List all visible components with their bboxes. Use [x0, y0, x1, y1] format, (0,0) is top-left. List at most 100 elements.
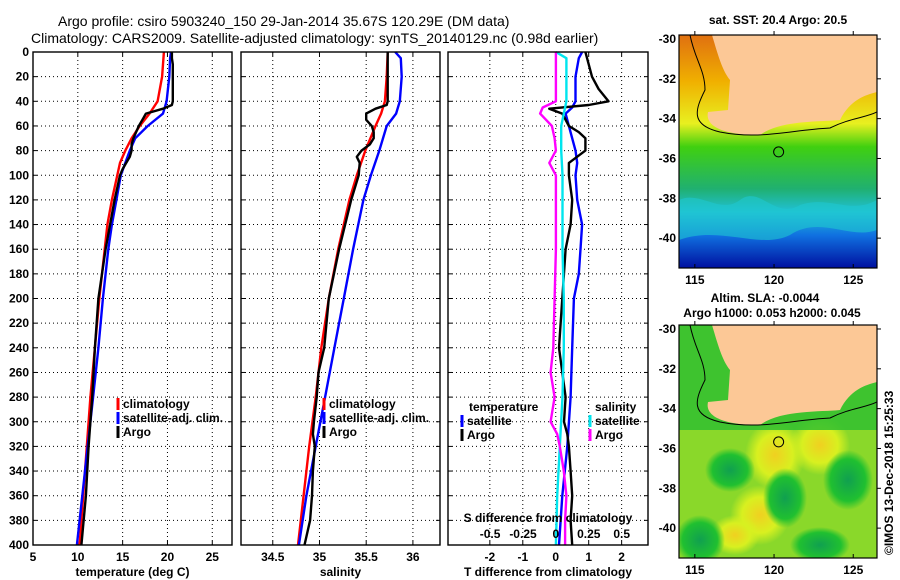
map-x-tick-label: 120 [764, 563, 784, 577]
x-tick-label: -1 [517, 550, 528, 564]
plot-frame [32, 51, 233, 546]
map-x-tick-label: 125 [843, 273, 863, 287]
x-tick-label: 36 [406, 550, 420, 564]
legend-group-title: salinity [595, 400, 637, 414]
plot-background [33, 52, 232, 545]
sla-map-axes: 115 120 125 -30 -32 -34 -36 -38 -40 [659, 321, 881, 577]
legend-label: Argo [329, 425, 357, 439]
series-line-temperature-argo [548, 51, 610, 546]
series-line-temperature-satellite [557, 51, 584, 546]
x-tick-label: 0 [552, 550, 559, 564]
legend-label: climatology [329, 397, 396, 411]
x-tick-label: 10 [71, 550, 85, 564]
plot-frame [240, 51, 441, 546]
y-tick-label: 300 [9, 415, 29, 429]
x-axis-label: T difference from climatology [464, 565, 632, 579]
x-axis-label: temperature (deg C) [75, 565, 189, 579]
plot-temperature: 5 10 15 20 25 0 20 40 60 80 100 120 140 160 180 200 220 2… [9, 45, 233, 579]
legend-label: satellite [467, 414, 512, 428]
secondary-tick-label: 0.5 [613, 527, 630, 541]
y-tick-label: 120 [9, 193, 29, 207]
legend-label: satellite [595, 414, 640, 428]
map-y-tick-label: -40 [659, 231, 677, 245]
series-line-salinity-argo [538, 52, 568, 545]
sst-map-title: sat. SST: 20.4 Argo: 20.5 [709, 13, 848, 27]
series-line-argo [303, 52, 389, 546]
x-tick-label: -2 [485, 550, 496, 564]
sla-map-subtitle: Argo h1000: 0.053 h2000: 0.045 [683, 306, 861, 320]
y-tick-label: 80 [16, 144, 30, 158]
x-tick-label: 2 [618, 550, 625, 564]
sst-map-frame [678, 34, 878, 269]
y-tick-label: 260 [9, 365, 29, 379]
y-tick-label: 60 [16, 119, 30, 133]
x-axis-label: salinity [320, 565, 362, 579]
figure-title-line1: Argo profile: csiro 5903240_150 29-Jan-2… [58, 13, 509, 29]
y-tick-label: 160 [9, 242, 29, 256]
x-tick-label: 25 [206, 550, 220, 564]
sla-map-frame [678, 324, 878, 559]
map-y-tick-label: -40 [659, 521, 677, 535]
map-x-tick-label: 125 [843, 563, 863, 577]
sst-land [679, 35, 877, 135]
legend-label: Argo [467, 428, 495, 442]
secondary-axis-label: S difference from climatology [464, 511, 633, 525]
map-y-tick-label: -38 [659, 191, 677, 205]
secondary-tick-label: 0.25 [577, 527, 601, 541]
map-y-tick-label: -36 [659, 151, 677, 165]
y-tick-label: 200 [9, 292, 29, 306]
y-tick-label: 340 [9, 464, 29, 478]
sla-map-title: Altim. SLA: -0.0044 [711, 291, 820, 305]
sla-blob [679, 515, 725, 558]
secondary-tick-label: 0 [553, 527, 560, 541]
map-y-tick-label: -30 [659, 322, 677, 336]
y-tick-label: 100 [9, 168, 29, 182]
argo-location-marker [773, 146, 785, 158]
y-tick-label: 280 [9, 390, 29, 404]
sst-map: sat. SST: 20.4 Argo: 20.5 115 120 125 -30 -3… [659, 13, 881, 287]
series-line-satellite-adj-clim- [297, 51, 403, 546]
secondary-tick-label: -0.25 [509, 527, 537, 541]
x-tick-label: 5 [30, 550, 37, 564]
profile-plots: 5 10 15 20 250204060801001201401601802002202… [9, 45, 649, 579]
plot-frame [447, 51, 649, 546]
figure-title-line2: Climatology: CARS2009. Satellite-adjuste… [31, 30, 598, 46]
plot-background [241, 52, 440, 545]
sla-land [679, 325, 877, 425]
map-y-tick-label: -30 [659, 32, 677, 46]
map-x-tick-label: 120 [764, 273, 784, 287]
y-tick-label: 220 [9, 316, 29, 330]
y-tick-label: 380 [9, 513, 29, 527]
legend-label: satellite-adj. clim. [329, 411, 429, 425]
map-y-tick-label: -32 [659, 362, 677, 376]
map-y-tick-label: -32 [659, 72, 677, 86]
x-tick-label: 1 [585, 550, 592, 564]
secondary-tick-label: -0.5 [480, 527, 501, 541]
plot-salinity: 34.5 35 35.5 36 salinity climatologysatellite… [240, 51, 441, 579]
y-tick-label: 400 [9, 538, 29, 552]
map-y-tick-label: -34 [659, 112, 677, 126]
sla-map: Altim. SLA: -0.0044 Argo h1000: 0.053 h2… [659, 291, 881, 577]
y-tick-label: 0 [22, 45, 29, 59]
x-tick-label: 34.5 [261, 550, 285, 564]
legend-label: satellite-adj. clim. [123, 411, 223, 425]
y-tick-label: 320 [9, 439, 29, 453]
sla-blob [790, 527, 850, 558]
x-tick-label: 35.5 [355, 550, 379, 564]
y-tick-label: 240 [9, 341, 29, 355]
map-y-tick-label: -36 [659, 441, 677, 455]
sla-blob [763, 468, 807, 528]
map-y-tick-label: -38 [659, 481, 677, 495]
sst-isobath [689, 35, 877, 136]
y-tick-label: 180 [9, 267, 29, 281]
legend-label: Argo [595, 428, 623, 442]
y-tick-label: 360 [9, 489, 29, 503]
argo-location-marker [773, 436, 785, 448]
map-x-tick-label: 115 [685, 273, 705, 287]
legend-label: Argo [123, 425, 151, 439]
map-y-tick-label: -34 [659, 402, 677, 416]
plot-difference: -2 -1 0 1 2T difference from climatology temp… [447, 50, 649, 579]
legend-label: climatology [123, 397, 190, 411]
sst-cool-band [679, 196, 877, 240]
